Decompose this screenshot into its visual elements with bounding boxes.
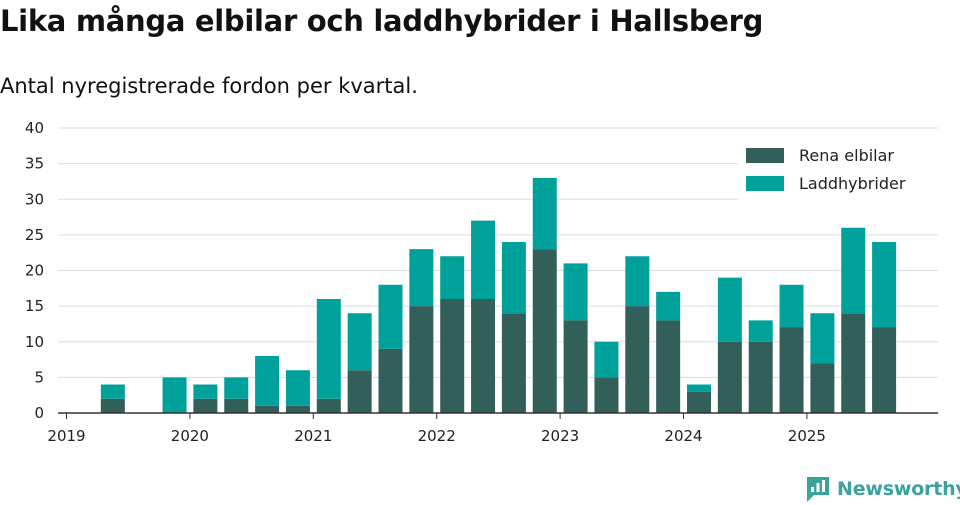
y-tick-label: 20 [25,262,44,280]
bar-laddhybrider [100,384,125,399]
bar-rena-elbilar [224,398,249,413]
bar-rena-elbilar [316,398,341,413]
bar-rena-elbilar [717,341,742,413]
bar-laddhybrider [717,277,742,342]
y-tick-label: 10 [25,333,44,351]
brand-logo: Newsworthy [805,475,960,503]
y-tick-label: 0 [34,404,44,422]
bar-rena-elbilar [100,398,125,413]
bar-laddhybrider [841,227,866,314]
bar-laddhybrider [563,263,588,321]
legend: Rena elbilar Laddhybrider [738,143,938,201]
bar-laddhybrider [224,377,249,399]
bar-rena-elbilar [563,320,588,413]
y-axis-ticks: 0 5 10 15 20 25 30 35 40 [25,119,44,422]
brand-name: Newsworthy [837,478,960,500]
x-axis-ticks: 2019 2020 2021 2022 2023 2024 2025 [47,413,826,445]
bar-rena-elbilar [440,299,465,413]
bar-rena-elbilar [532,249,557,413]
x-tick-label: 2025 [788,427,826,445]
bar-laddhybrider [779,284,804,328]
bar-laddhybrider [687,384,711,392]
legend-item-rena-elbilar-label: Rena elbilar [799,146,894,165]
bar-laddhybrider [625,256,650,307]
x-tick-label: 2024 [664,427,702,445]
bar-laddhybrider [316,299,341,399]
bar-laddhybrider [255,356,280,406]
chart-title: Lika många elbilar och laddhybrider i Ha… [0,4,764,38]
bar-rena-elbilar [656,320,681,413]
x-tick-label: 2023 [541,427,579,445]
y-tick-label: 25 [25,226,44,244]
bar-rena-elbilar [255,405,280,413]
y-tick-label: 15 [25,297,44,315]
bar-rena-elbilar [687,391,711,413]
bar-laddhybrider [162,377,187,413]
bar-rena-elbilar [779,327,804,413]
legend-item-laddhybrider-label: Laddhybrider [799,174,906,193]
bar-rena-elbilar [625,306,650,413]
bars [100,177,897,413]
x-tick-label: 2019 [47,427,85,445]
chart-subtitle: Antal nyregistrerade fordon per kvartal. [0,74,418,98]
bar-rena-elbilar [347,370,372,413]
bar-laddhybrider [193,384,218,399]
bar-rena-elbilar [748,341,773,413]
legend-item-laddhybrider-swatch [746,176,784,191]
bar-rena-elbilar [193,398,218,413]
newsworthy-icon [807,477,829,502]
bar-laddhybrider [378,284,403,349]
bar-rena-elbilar [471,299,496,413]
bar-rena-elbilar [841,313,866,413]
y-tick-label: 40 [25,119,44,137]
bar-rena-elbilar [810,363,835,413]
bar-laddhybrider [347,313,372,371]
bar-laddhybrider [872,242,897,328]
bar-laddhybrider [501,242,526,314]
bar-laddhybrider [532,177,557,250]
bar-laddhybrider [440,256,465,299]
x-tick-label: 2022 [418,427,456,445]
bar-laddhybrider [285,370,310,406]
bar-rena-elbilar [501,313,526,413]
y-tick-label: 35 [25,155,44,173]
bar-laddhybrider [409,249,434,307]
bar-rena-elbilar [378,348,403,413]
legend-item-rena-elbilar-swatch [746,148,784,163]
bar-laddhybrider [471,220,496,299]
bar-rena-elbilar [409,306,434,413]
bar-rena-elbilar [285,405,310,413]
bar-laddhybrider [656,291,681,321]
bar-laddhybrider [810,313,835,364]
x-tick-label: 2020 [171,427,209,445]
y-tick-label: 30 [25,190,44,208]
bar-rena-elbilar [594,377,619,413]
x-tick-label: 2021 [294,427,332,445]
bar-laddhybrider [748,320,773,342]
bar-rena-elbilar [872,327,897,413]
bar-laddhybrider [594,341,619,378]
y-tick-label: 5 [34,368,44,386]
